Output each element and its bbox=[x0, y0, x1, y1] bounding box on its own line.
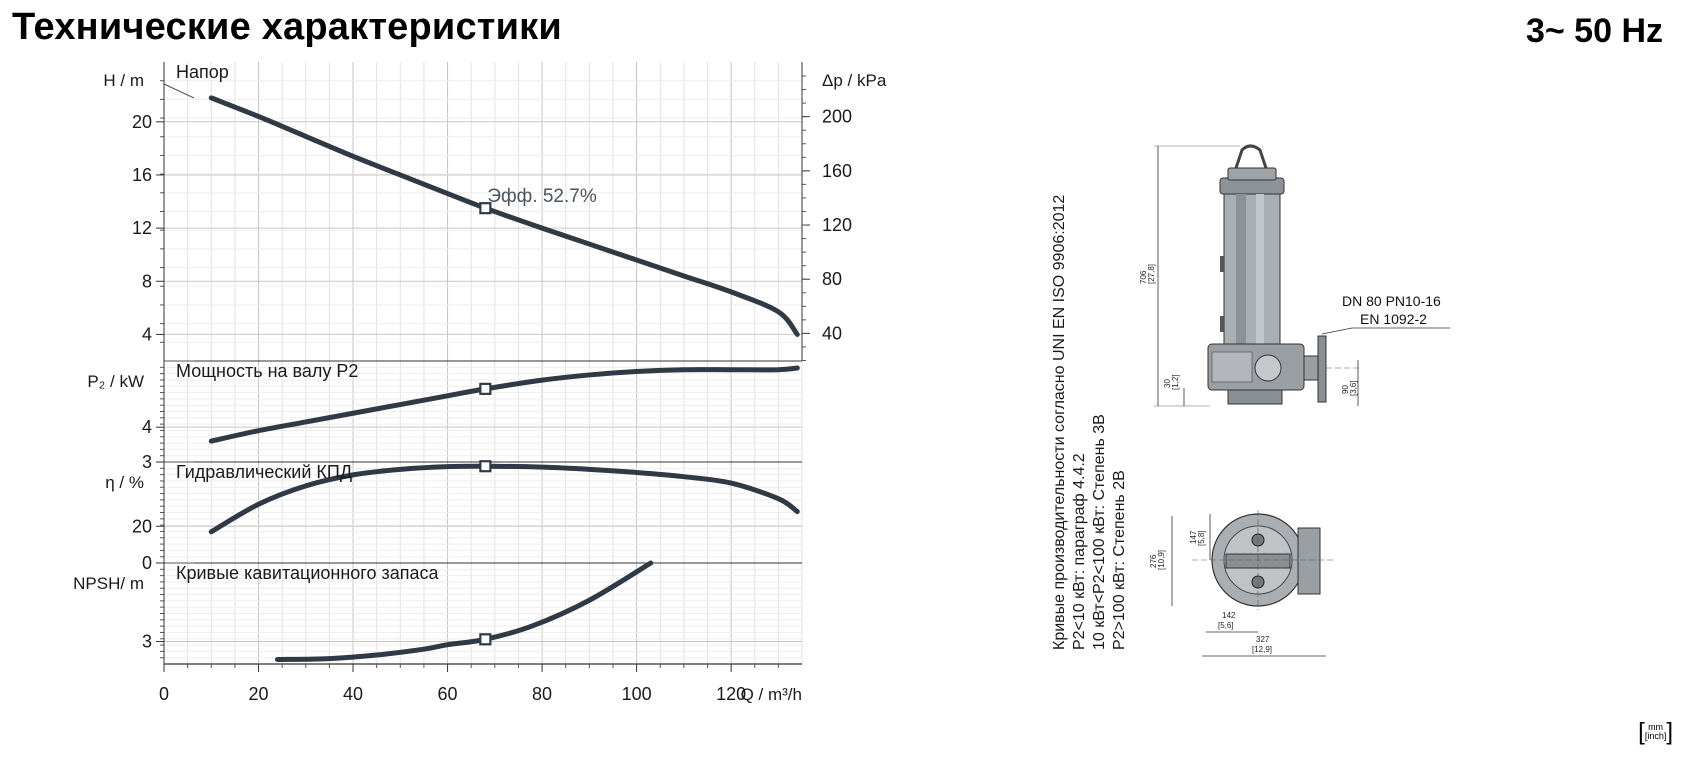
y-axis-label: NPSH/ m bbox=[73, 574, 144, 593]
frequency-label: 3~ 50 Hz bbox=[1525, 12, 1663, 50]
dim-outlet-inch: [3,6] bbox=[1349, 380, 1358, 396]
y-tick-label: 12 bbox=[132, 218, 152, 238]
dim-depth-inch: [10,9] bbox=[1157, 550, 1166, 570]
y-axis-label: P₂ / kW bbox=[87, 372, 144, 391]
right-tick-label: 40 bbox=[822, 323, 842, 343]
dim-height-inch: [27,8] bbox=[1147, 264, 1156, 284]
curve-3 bbox=[208, 463, 800, 535]
operating-point bbox=[479, 382, 492, 395]
x-tick-label: 60 bbox=[438, 684, 458, 704]
right-tick-label: 160 bbox=[822, 161, 852, 181]
y-axis-label: η / % bbox=[105, 473, 144, 492]
dim-width-inch: [12,9] bbox=[1252, 645, 1272, 654]
x-tick-label: 0 bbox=[159, 684, 169, 704]
standards-notes: Кривые производительности согласно UNI E… bbox=[1050, 180, 1130, 650]
y-tick-label: 3 bbox=[142, 452, 152, 472]
dim-depth: 276 bbox=[1149, 554, 1158, 568]
note-line-3: 10 кВт<P2<100 кВт: Степень 3B bbox=[1091, 414, 1108, 650]
operating-point bbox=[479, 460, 492, 473]
pump-drawing-top: 276 [10,9] 147 [5,8] 142 [5,6] 327 [12,9… bbox=[1149, 510, 1336, 657]
right-tick-label: 80 bbox=[822, 269, 842, 289]
y-tick-label: 8 bbox=[142, 271, 152, 291]
x-tick-label: 120 bbox=[716, 684, 746, 704]
curve-1 bbox=[208, 95, 800, 337]
panel-title: Мощность на валу P2 bbox=[176, 361, 358, 381]
units-mm: mm bbox=[1648, 722, 1664, 732]
x-tick-label: 80 bbox=[532, 684, 552, 704]
right-tick-label: 120 bbox=[822, 215, 852, 235]
note-line-2: P2<10 кВт: параграф 4.4.2 bbox=[1071, 453, 1088, 650]
y-tick-label: 4 bbox=[142, 324, 152, 344]
dim-height: 706 bbox=[1139, 270, 1148, 284]
y-tick-label: 3 bbox=[142, 632, 152, 652]
chart-grid bbox=[156, 62, 810, 672]
pump-drawing-side: 706 [27,8] DN 80 PN10-16 EN 1092-2 30 [1… bbox=[1139, 144, 1450, 407]
panel-title: Кривые кавитационного запаса bbox=[176, 563, 439, 583]
flange-label-1: DN 80 PN10-16 bbox=[1342, 293, 1441, 309]
dim-base: 30 bbox=[1163, 379, 1172, 388]
curve-4 bbox=[274, 560, 654, 663]
x-tick-label: 20 bbox=[249, 684, 269, 704]
y-tick-label: 20 bbox=[132, 516, 152, 536]
panel-title: Напор bbox=[176, 62, 229, 82]
x-tick-label: 40 bbox=[343, 684, 363, 704]
units-inch: [inch] bbox=[1644, 731, 1667, 741]
y-tick-label: 0 bbox=[142, 553, 152, 573]
x-tick-label: 100 bbox=[622, 684, 652, 704]
efficiency-label: Эфф. 52.7% bbox=[487, 186, 596, 207]
dim-outlet: 90 bbox=[1341, 385, 1350, 394]
flange-label-2: EN 1092-2 bbox=[1360, 311, 1427, 327]
x-axis-label: Q / m³/h bbox=[741, 685, 802, 704]
right-tick-label: 200 bbox=[822, 107, 852, 127]
y-tick-label: 4 bbox=[142, 417, 152, 437]
dim-base-inch: [1,2] bbox=[1171, 374, 1180, 390]
axis-break bbox=[163, 83, 195, 99]
units-legend: [mm [inch]] bbox=[1638, 718, 1673, 746]
y-tick-label: 20 bbox=[132, 112, 152, 132]
dim-top-half: 147 bbox=[1189, 530, 1198, 544]
dim-top-half-inch: [5,8] bbox=[1197, 530, 1206, 546]
operating-point bbox=[479, 202, 492, 215]
y-axis-label: H / m bbox=[103, 71, 144, 90]
note-line-1: Кривые производительности согласно UNI E… bbox=[1051, 194, 1068, 650]
right-axis-label: Δp / kPa bbox=[822, 71, 887, 90]
panel-title: Гидравлический КПД bbox=[176, 462, 352, 482]
dim-width: 327 bbox=[1256, 635, 1270, 644]
dim-offset-inch: [5,6] bbox=[1218, 621, 1234, 630]
chart-curves bbox=[208, 95, 800, 663]
operating-point bbox=[479, 633, 492, 646]
y-tick-label: 16 bbox=[132, 165, 152, 185]
page-title: Технические характеристики bbox=[12, 6, 562, 48]
curve-2 bbox=[208, 365, 800, 444]
dim-offset: 142 bbox=[1222, 611, 1236, 620]
